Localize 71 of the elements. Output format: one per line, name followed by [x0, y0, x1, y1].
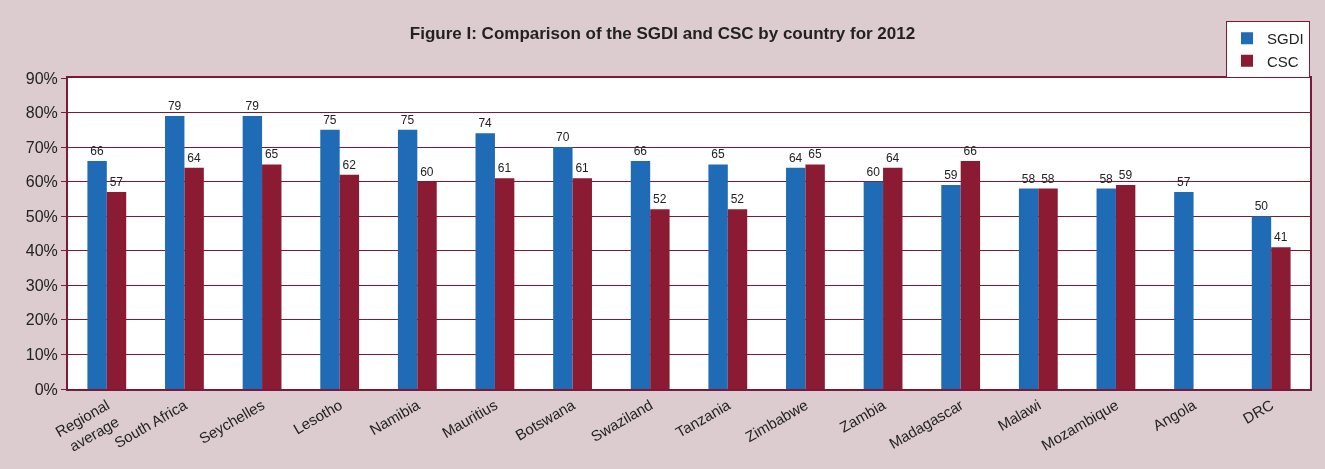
data-label: 65	[264, 147, 279, 162]
data-label: 79	[245, 99, 260, 114]
data-label: 66	[633, 143, 648, 158]
chart-title: Figure I: Comparison of the SGDI and CSC by country for 2012	[409, 23, 916, 43]
data-label: 60	[866, 164, 881, 179]
bar	[417, 181, 437, 389]
data-label: 62	[342, 157, 357, 172]
bar	[786, 167, 806, 389]
y-tick-label: 40%	[25, 242, 58, 260]
bar	[397, 129, 418, 389]
bar	[883, 167, 903, 389]
bar	[1038, 188, 1058, 389]
bar	[650, 209, 670, 389]
bar	[262, 164, 282, 389]
bar	[1251, 216, 1272, 389]
legend-label: CSC	[1267, 52, 1299, 70]
bar	[320, 129, 340, 389]
bar	[339, 174, 360, 389]
data-label: 50	[1254, 199, 1269, 214]
data-label: 65	[808, 147, 822, 162]
data-label: 75	[400, 112, 415, 127]
data-label: 66	[963, 143, 978, 158]
data-label: 52	[653, 192, 667, 207]
y-tick-label: 30%	[25, 276, 58, 294]
bar	[630, 160, 651, 389]
data-label: 61	[575, 161, 590, 176]
bar	[708, 164, 728, 389]
y-tick-label: 50%	[25, 207, 58, 225]
bar	[727, 209, 748, 389]
data-label: 70	[556, 130, 570, 145]
bar	[805, 164, 825, 389]
bar	[184, 167, 204, 389]
y-tick-label: 70%	[25, 138, 58, 156]
bar	[863, 181, 884, 389]
data-label: 75	[323, 112, 337, 127]
y-tick-label: 10%	[25, 346, 58, 364]
bar	[475, 133, 495, 389]
bar	[1115, 185, 1136, 389]
bar	[1018, 188, 1039, 389]
bar	[87, 160, 107, 389]
data-label: 64	[885, 150, 900, 165]
y-tick-label: 60%	[25, 173, 58, 191]
y-tick-label: 20%	[25, 311, 58, 329]
data-label: 61	[497, 161, 512, 176]
y-tick-label: 80%	[25, 104, 58, 122]
bar	[242, 116, 263, 389]
data-label: 79	[167, 99, 182, 114]
data-label: 59	[944, 168, 958, 183]
data-label: 64	[788, 150, 803, 165]
bar	[572, 178, 592, 389]
data-label: 74	[478, 116, 493, 131]
data-label: 41	[1274, 230, 1288, 245]
data-label: 52	[730, 192, 745, 207]
bar	[941, 185, 961, 389]
data-label: 60	[420, 164, 434, 179]
bar	[1271, 247, 1291, 389]
bar	[960, 160, 981, 389]
bar	[1174, 192, 1194, 389]
x-tick-label: DRC	[1239, 395, 1277, 427]
bar	[553, 147, 573, 389]
data-label: 64	[187, 150, 201, 165]
bar	[1096, 188, 1116, 389]
y-tick-label: 0%	[34, 380, 58, 398]
data-label: 66	[90, 143, 104, 158]
data-label: 59	[1118, 168, 1133, 183]
bar	[106, 192, 127, 389]
bar	[494, 178, 515, 389]
bar	[165, 116, 185, 389]
data-label: 65	[711, 147, 725, 162]
legend-label: SGDI	[1267, 30, 1304, 48]
y-tick-label: 90%	[25, 69, 58, 87]
